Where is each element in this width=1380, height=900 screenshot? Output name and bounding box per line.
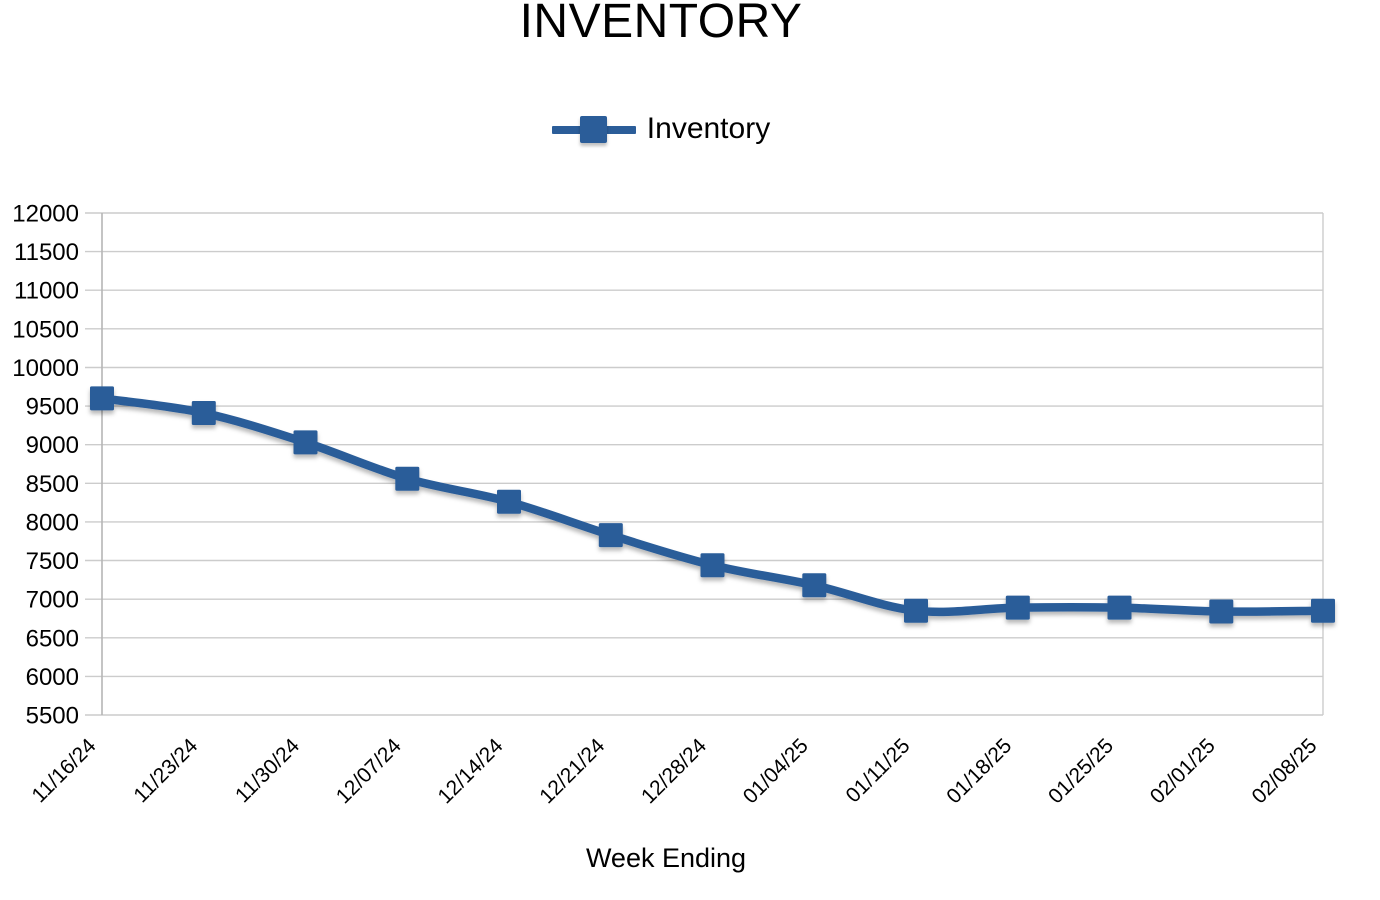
x-axis-tick-label: 11/16/24	[28, 734, 101, 807]
data-point-marker	[904, 598, 928, 623]
y-axis-tick-label: 11500	[14, 239, 79, 266]
y-axis-tick-label: 9500	[26, 394, 79, 421]
data-point-marker	[1311, 598, 1335, 623]
data-point-marker	[1005, 595, 1030, 620]
y-axis-tick-label: 8000	[26, 509, 79, 536]
data-point-marker	[191, 401, 216, 425]
y-axis-tick-label: 6000	[26, 664, 79, 691]
x-axis-tick-label: 11/30/24	[231, 734, 304, 807]
x-axis-tick-label: 12/28/24	[637, 734, 711, 808]
x-axis-tick-label: 02/01/25	[1146, 734, 1220, 808]
y-axis-tick-label: 7000	[26, 587, 79, 614]
y-axis-tick-label: 7500	[26, 548, 79, 575]
data-point-marker	[598, 523, 623, 548]
data-point-marker	[293, 430, 318, 455]
x-axis-tick-label: 12/14/24	[433, 734, 507, 808]
legend-line-marker-swatch	[551, 115, 636, 143]
y-axis-tick-label: 10500	[12, 316, 79, 343]
chart-title: INVENTORY	[519, 0, 803, 48]
x-axis-tick-label: 01/11/25	[842, 734, 915, 807]
data-point-marker	[1107, 595, 1132, 620]
x-axis-tick-label: 02/08/25	[1247, 734, 1321, 808]
data-point-marker	[497, 489, 521, 514]
data-point-marker	[1209, 599, 1234, 624]
series-inventory	[90, 386, 1335, 624]
data-point-marker	[700, 553, 725, 578]
data-point-marker	[395, 466, 420, 491]
series-line	[101, 394, 1324, 617]
legend-square-marker-icon	[579, 115, 607, 143]
data-point-marker	[90, 386, 114, 411]
legend: Inventory	[0, 112, 1322, 146]
x-axis-tick-label: 12/07/24	[332, 734, 406, 808]
y-axis-tick-label: 12000	[12, 201, 79, 228]
y-axis-tick-label: 9000	[26, 432, 79, 459]
data-point-marker	[802, 573, 827, 598]
x-axis-tick-label: 11/23/24	[129, 734, 202, 807]
y-axis-tick-label: 11000	[14, 278, 79, 305]
x-axis-tick-label: 12/21/24	[535, 734, 609, 808]
x-axis-tick-label: 01/18/25	[942, 734, 1016, 808]
legend-label: Inventory	[646, 112, 771, 145]
y-axis-tick-label: 5500	[26, 703, 79, 730]
y-axis-tick-label: 6500	[26, 625, 79, 652]
x-axis-tick-label: 01/04/25	[739, 734, 813, 808]
y-axis-tick-label: 8500	[26, 471, 79, 498]
y-axis-tick-label: 10000	[12, 355, 79, 382]
x-axis-title: Week Ending	[585, 843, 747, 873]
x-axis-tick-label: 01/25/25	[1044, 734, 1118, 808]
